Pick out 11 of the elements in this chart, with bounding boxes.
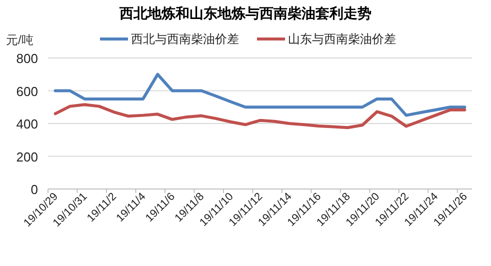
y-tick-label: 600 [16,84,38,99]
y-tick-label: 400 [16,116,38,132]
legend-label: 山东与西南柴油价差 [288,32,396,46]
y-axis-title: 元/吨 [6,33,34,47]
y-tick-label: 800 [16,51,38,66]
line-series [54,72,466,117]
y-tick-label: 200 [16,149,38,164]
chart-title: 西北地炼和山东地炼与西南柴油套利走势 [118,5,372,21]
y-tick-label: 0 [30,182,38,197]
legend-label: 西北与西南柴油价差 [131,32,239,46]
line-series [54,103,466,130]
